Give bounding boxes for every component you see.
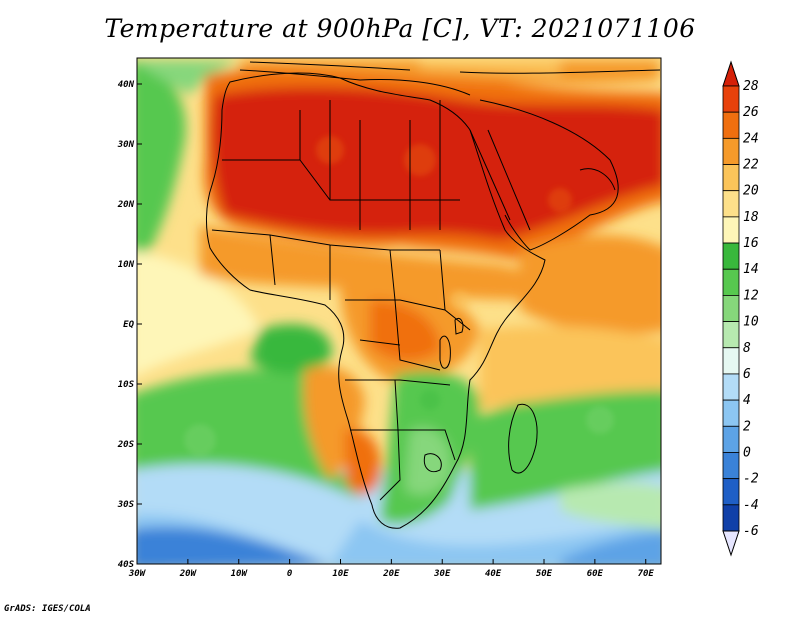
y-tick-label: EQ — [123, 320, 134, 330]
x-tick-label: 50E — [536, 569, 553, 579]
colorbar-top-arrow — [722, 60, 740, 87]
colorbar-segment — [722, 347, 740, 375]
y-tick-label: 10N — [118, 260, 135, 270]
colorbar-segment — [722, 85, 740, 113]
colorbar-segment — [722, 164, 740, 192]
colorbar-segment — [722, 504, 740, 532]
y-tick-label: 20S — [117, 440, 135, 450]
colorbar-label: 10 — [743, 315, 759, 330]
colorbar-segment — [722, 295, 740, 322]
coastline-layer — [205, 61, 661, 529]
colorbar-segment — [722, 242, 740, 270]
x-tick-label: 30E — [433, 569, 451, 579]
y-tick-label: 40N — [118, 80, 135, 90]
colorbar-segment — [722, 399, 740, 427]
y-tick-label: 30S — [117, 500, 135, 510]
x-tick-label: 20E — [382, 569, 400, 579]
x-tick-label: 20W — [179, 569, 198, 579]
y-tick-label: 30N — [117, 140, 135, 150]
colorbar-label: 4 — [743, 393, 751, 408]
colorbar-label: 18 — [743, 210, 759, 225]
x-tick-label: 0 — [287, 569, 293, 579]
x-tick-label: 40E — [485, 569, 502, 579]
x-axis: 30W 20W 10W 0 10E 20E 30E 40E 50E 60E 70E — [128, 559, 655, 579]
credit-text: GrADS: IGES/COLA — [4, 604, 91, 614]
y-tick-label: 20N — [117, 200, 135, 210]
x-tick-label: 10W — [231, 569, 249, 579]
colorbar-label: 12 — [743, 288, 759, 303]
colorbar-segment — [722, 321, 740, 349]
plot-frame — [136, 57, 662, 565]
colorbar-label: 24 — [743, 131, 759, 146]
y-axis: 40N 30N 20N 10N EQ 10S 20S 30S 40S — [117, 80, 142, 570]
colorbar-label: -6 — [743, 524, 759, 539]
colorbar-segment — [722, 478, 740, 506]
x-tick-label: 30W — [128, 569, 147, 579]
colorbar-label: 28 — [743, 79, 759, 94]
y-tick-label: 40S — [118, 560, 135, 570]
colorbar-label: 6 — [743, 367, 751, 382]
colorbar-label: 16 — [743, 236, 759, 251]
colorbar-segment — [722, 425, 740, 453]
temperature-field — [137, 58, 661, 564]
colorbar-label: 26 — [743, 105, 759, 120]
x-tick-label: 60E — [587, 569, 604, 579]
colorbar-segment — [722, 190, 740, 218]
colorbar-bottom-arrow — [722, 530, 740, 557]
colorbar-segment — [722, 111, 740, 139]
colorbar-label: 14 — [743, 262, 759, 277]
map-title: Temperature at 900hPa [C], VT: 202107110… — [104, 14, 696, 43]
colorbar-segment — [722, 373, 740, 401]
colorbar-label: -2 — [743, 472, 759, 487]
y-tick-label: 10S — [118, 380, 135, 390]
colorbar-label: 2 — [743, 419, 751, 434]
colorbar-segment — [722, 137, 740, 165]
colorbar-label: -4 — [743, 498, 759, 513]
colorbar-label: 0 — [743, 445, 751, 460]
x-tick-label: 10E — [332, 569, 349, 579]
colorbar-segment — [722, 268, 740, 296]
colorbar-segment — [722, 216, 740, 244]
colorbar-label: 8 — [743, 341, 751, 356]
colorbar-label: 22 — [743, 158, 759, 173]
colorbar-segment — [722, 452, 740, 480]
colorbar-label: 20 — [743, 184, 759, 199]
x-tick-label: 70E — [638, 569, 655, 579]
